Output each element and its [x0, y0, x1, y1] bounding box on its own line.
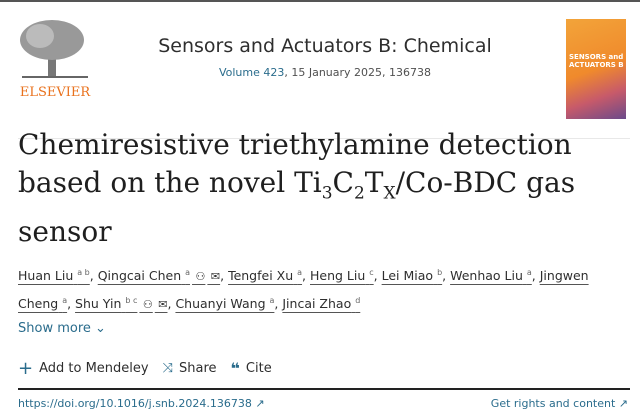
author-link[interactable]: Heng Liu c	[310, 268, 374, 284]
add-to-mendeley-button[interactable]: + Add to Mendeley	[18, 358, 149, 379]
author-link[interactable]: Jingwen Cheng a	[18, 268, 589, 312]
author-link[interactable]: Tengfei Xu a	[228, 268, 303, 284]
plus-icon: +	[18, 358, 34, 379]
show-more-button[interactable]: Show more ⌄	[18, 321, 106, 336]
top-border	[0, 0, 640, 2]
tree-icon	[20, 20, 88, 78]
cover-text: SENSORS and ACTUATORS B	[569, 53, 624, 69]
chevron-down-icon: ⌄	[95, 321, 106, 336]
author-link[interactable]: Shu Yin b c ⚇ ✉	[75, 296, 168, 312]
actions-divider	[18, 388, 630, 390]
email-icon: ✉	[207, 270, 221, 284]
get-rights-link[interactable]: Get rights and content ↗	[490, 397, 628, 410]
author-link[interactable]: Lei Miao b	[381, 268, 443, 284]
volume-link[interactable]: Volume 423	[218, 66, 285, 79]
doi-link[interactable]: https://doi.org/10.1016/j.snb.2024.13673…	[18, 397, 265, 410]
author-link[interactable]: Jincai Zhao d	[282, 296, 361, 312]
share-icon: ⤨	[162, 361, 173, 376]
header-divider	[18, 138, 630, 139]
share-button[interactable]: ⤨ Share	[162, 361, 217, 376]
journal-cover[interactable]: SENSORS and ACTUATORS B	[566, 19, 626, 119]
author-link[interactable]: Huan Liu a b	[18, 268, 90, 284]
author-list: Huan Liu a b, Qingcai Chen a ⚇ ✉, Tengfe…	[18, 268, 589, 312]
author-link[interactable]: Chuanyi Wang a	[175, 296, 275, 312]
elsevier-logo[interactable]: ELSEVIER	[18, 18, 92, 100]
email-icon: ✉	[154, 298, 168, 312]
author-link[interactable]: Wenhao Liu a	[450, 268, 532, 284]
journal-title[interactable]: Sensors and Actuators B: Chemical	[158, 35, 492, 57]
cite-button[interactable]: ❝ Cite	[230, 359, 272, 378]
volume-info: Volume 423, 15 January 2025, 136738	[130, 66, 520, 79]
author-link[interactable]: Qingcai Chen a ⚇ ✉	[97, 268, 221, 284]
article-title: Chemiresistive triethylamine detection b…	[18, 128, 576, 248]
person-icon: ⚇	[139, 298, 153, 312]
elsevier-wordmark: ELSEVIER	[19, 85, 91, 100]
person-icon: ⚇	[192, 270, 206, 284]
issue-date: , 15 January 2025, 136738	[284, 66, 432, 79]
external-link-icon: ↗	[255, 397, 265, 410]
external-link-icon: ↗	[618, 397, 628, 410]
article-actions: + Add to Mendeley ⤨ Share ❝ Cite	[18, 358, 272, 379]
quote-icon: ❝	[230, 359, 240, 378]
